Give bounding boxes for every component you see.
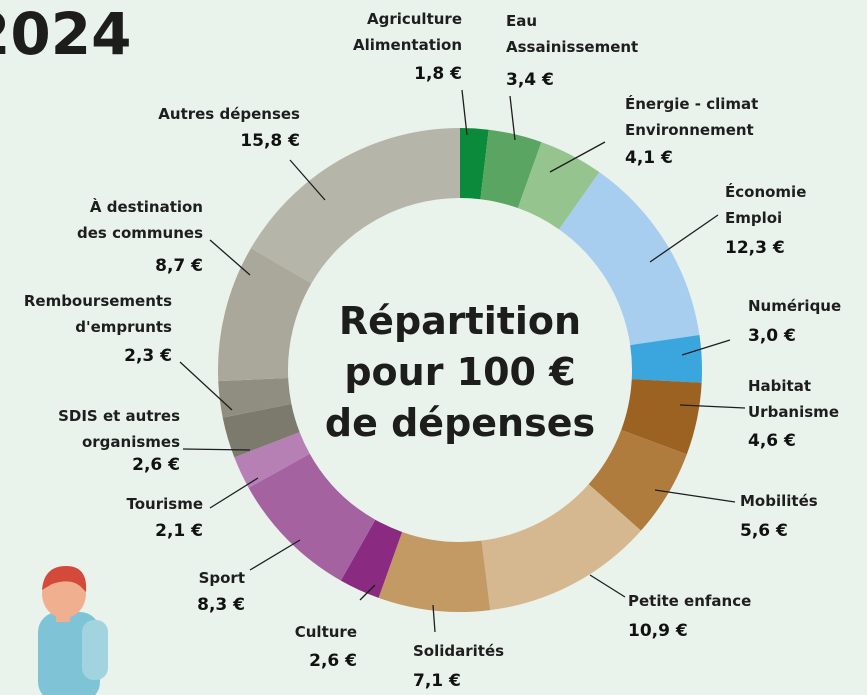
category-label: Numérique — [748, 293, 841, 319]
value-label: 5,6 € — [740, 521, 788, 541]
leader-line — [210, 478, 258, 508]
category-label: Habitat Urbanisme — [748, 373, 839, 425]
category-label: Énergie - climat Environnement — [625, 91, 758, 143]
donut-slice — [251, 128, 460, 283]
category-label: Remboursements d'emprunts — [24, 288, 172, 340]
category-label: Tourisme — [127, 491, 204, 517]
category-label: Solidarités — [413, 638, 504, 664]
leader-line — [250, 540, 300, 570]
value-label: 15,8 € — [240, 131, 300, 151]
value-label: 2,6 € — [132, 455, 180, 475]
chart-title: Répartition pour 100 € de dépenses — [260, 296, 660, 449]
value-label: 4,1 € — [625, 148, 673, 168]
value-label: 1,8 € — [414, 64, 462, 84]
category-label: Agriculture Alimentation — [353, 6, 462, 58]
category-label: SDIS et autres organismes — [58, 403, 180, 455]
value-label: 3,0 € — [748, 326, 796, 346]
page: 2024 Répartition pour 100 € de dépenses … — [0, 0, 867, 695]
year: 2024 — [0, 0, 131, 68]
value-label: 2,3 € — [124, 346, 172, 366]
category-label: Petite enfance — [628, 588, 751, 614]
category-label: Sport — [199, 565, 245, 591]
category-label: Économie Emploi — [725, 179, 806, 231]
leader-line — [590, 575, 625, 597]
category-label: Eau Assainissement — [506, 8, 638, 60]
value-label: 4,6 € — [748, 431, 796, 451]
value-label: 2,6 € — [309, 651, 357, 671]
person-illustration — [38, 566, 108, 695]
leader-line — [655, 490, 735, 502]
leader-line — [210, 240, 250, 275]
value-label: 8,3 € — [197, 595, 245, 615]
category-label: Culture — [295, 619, 357, 645]
value-label: 10,9 € — [628, 621, 688, 641]
value-label: 2,1 € — [155, 521, 203, 541]
value-label: 8,7 € — [155, 256, 203, 276]
category-label: Autres dépenses — [158, 101, 300, 127]
category-label: Mobilités — [740, 488, 818, 514]
value-label: 12,3 € — [725, 238, 785, 258]
value-label: 3,4 € — [506, 70, 554, 90]
category-label: À destination des communes — [77, 194, 203, 246]
value-label: 7,1 € — [413, 671, 461, 691]
